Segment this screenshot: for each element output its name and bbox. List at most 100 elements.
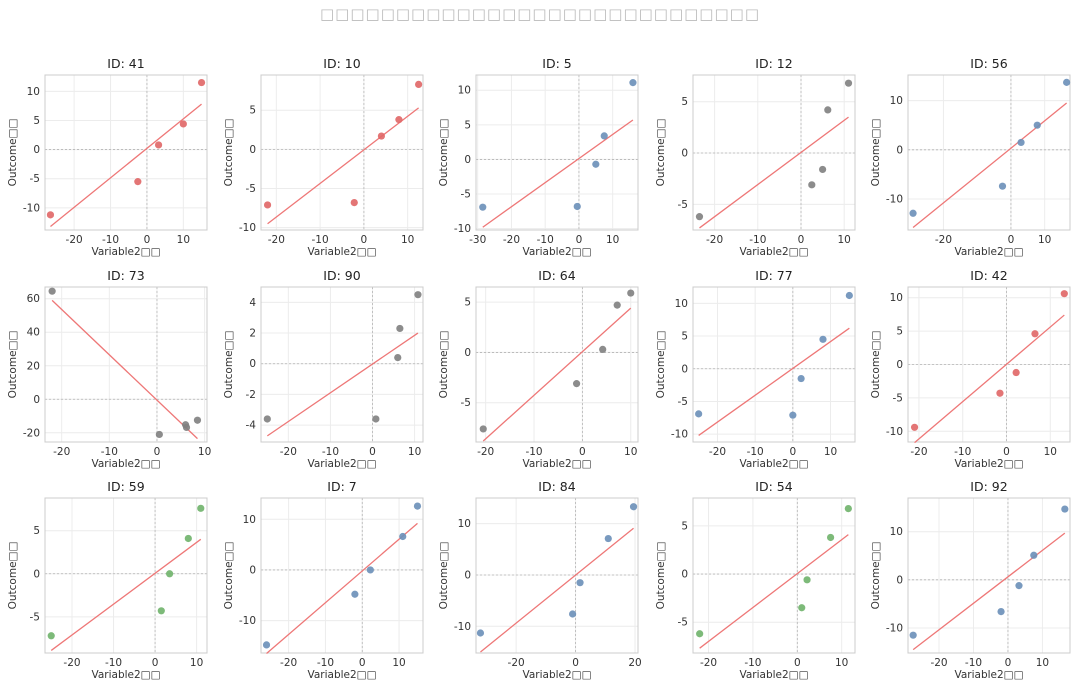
x-axis-label: Variable2□□ — [307, 669, 376, 681]
data-point — [399, 532, 407, 541]
y-axis-label: Outcome□□ — [223, 331, 235, 399]
regression-line — [267, 107, 420, 225]
y-tick-label: -5 — [461, 397, 471, 409]
y-tick-label: 0 — [33, 568, 40, 580]
y-tick-label: 5 — [464, 119, 471, 131]
data-point — [845, 291, 853, 300]
y-tick-label: 4 — [249, 297, 256, 309]
x-tick-label: -20 — [935, 234, 952, 246]
subplot-title: ID: 90 — [323, 268, 360, 283]
data-point — [797, 374, 805, 383]
x-tick-label: 10 — [624, 446, 637, 458]
y-tick-label: 0 — [681, 148, 688, 160]
x-tick-label: 0 — [154, 446, 161, 458]
plot-frame — [692, 497, 856, 654]
x-axis-label: Variable2□□ — [954, 458, 1023, 470]
figure-title: □□□□□□□□□□□□□□□□□□□□□□□□□□□□□ — [320, 5, 760, 23]
data-point — [996, 389, 1004, 397]
plot-frame — [44, 497, 208, 654]
y-tick-label: 0 — [464, 569, 471, 581]
data-point — [413, 502, 422, 510]
subplot: -20 0 10 -10 0 10 ID: 56 Variable2□□ Outcome□□ — [870, 56, 1071, 258]
y-tick-label: -10 — [454, 223, 471, 235]
x-tick-label: 0 — [144, 234, 151, 246]
x-tick-label: 10 — [1038, 234, 1051, 246]
x-tick-label: -10 — [317, 657, 334, 669]
x-tick-label: 0 — [1008, 234, 1015, 246]
data-point — [695, 213, 704, 221]
x-tick-label: -10 — [101, 446, 118, 458]
data-point — [997, 608, 1005, 616]
x-tick-label: -20 — [706, 234, 723, 246]
data-point — [600, 132, 608, 140]
x-tick-label: -20 — [508, 657, 525, 669]
y-tick-label: 5 — [681, 520, 688, 532]
x-tick-label: 0 — [152, 657, 159, 669]
y-tick-label: 0 — [249, 358, 256, 370]
x-axis-label: Variable2□□ — [739, 246, 808, 258]
y-tick-label: -4 — [246, 420, 257, 432]
data-point — [1033, 121, 1041, 129]
data-point — [1017, 138, 1025, 147]
x-tick-label: -20 — [930, 657, 947, 669]
data-point — [351, 590, 359, 598]
x-tick-label: 10 — [835, 657, 848, 669]
x-tick-label: -20 — [910, 446, 927, 458]
y-tick-label: 0 — [896, 574, 903, 586]
subplot: -20 -10 0 10 -5 0 5 ID: 54 Variable2□□ Outcome□□ — [655, 479, 856, 681]
subplot-title: ID: 84 — [538, 479, 575, 494]
data-point — [48, 287, 56, 295]
data-point — [396, 324, 404, 333]
x-axis-label: Variable2□□ — [954, 246, 1023, 258]
subplot-title: ID: 42 — [970, 268, 1007, 283]
x-axis-label: Variable2□□ — [522, 246, 591, 258]
data-point — [350, 199, 358, 207]
data-point — [573, 202, 581, 211]
data-point — [798, 604, 806, 612]
x-tick-label: -10 — [537, 234, 554, 246]
y-tick-label: -5 — [678, 617, 688, 629]
data-point — [476, 629, 485, 637]
data-point — [695, 410, 703, 418]
y-tick-label: 60 — [27, 293, 40, 305]
y-tick-label: 0 — [681, 363, 688, 375]
y-tick-label: 5 — [33, 525, 40, 537]
y-axis-label: Outcome□□ — [223, 119, 235, 187]
subplot-title: ID: 7 — [327, 479, 356, 494]
x-axis-label: Variable2□□ — [91, 458, 160, 470]
regression-line — [912, 102, 1068, 229]
data-point — [372, 415, 380, 423]
y-tick-label: 0 — [249, 564, 256, 576]
y-tick-label: 0 — [249, 144, 256, 156]
regression-line — [698, 327, 850, 436]
x-tick-label: 10 — [838, 234, 851, 246]
subplot: -20 -10 0 10 -10 -5 0 5 ID: 10 Variable2□□ Outcome… — [223, 56, 424, 258]
subplot: -20 -10 0 10 -5 0 5 ID: 12 Variable2□□ Outcome□□ — [655, 56, 856, 258]
plot-frame — [475, 286, 639, 443]
data-point — [1031, 330, 1039, 338]
subplot: -20 -10 0 10 -20 0 20 40 60 ID: 73 Variable2□□ Outc… — [7, 268, 211, 470]
data-point — [414, 291, 422, 299]
x-tick-label: -30 — [469, 234, 486, 246]
subplot-title: ID: 92 — [970, 479, 1007, 494]
plot-frame — [44, 74, 208, 231]
y-tick-label: 10 — [890, 292, 903, 304]
data-point — [803, 576, 811, 584]
data-point — [182, 423, 191, 432]
plot-frame — [44, 286, 208, 443]
x-tick-label: -10 — [744, 657, 761, 669]
y-tick-label: -20 — [23, 427, 40, 439]
plot-frame — [260, 74, 424, 231]
y-axis-label: Outcome□□ — [438, 331, 450, 399]
y-tick-label: -5 — [678, 199, 688, 211]
x-tick-label: 10 — [408, 446, 421, 458]
x-tick-label: -20 — [477, 446, 494, 458]
data-point — [592, 160, 600, 168]
data-point — [46, 211, 55, 219]
x-axis-label: Variable2□□ — [307, 458, 376, 470]
data-point — [193, 416, 202, 424]
y-tick-label: 2 — [249, 328, 256, 340]
data-point — [569, 610, 577, 618]
